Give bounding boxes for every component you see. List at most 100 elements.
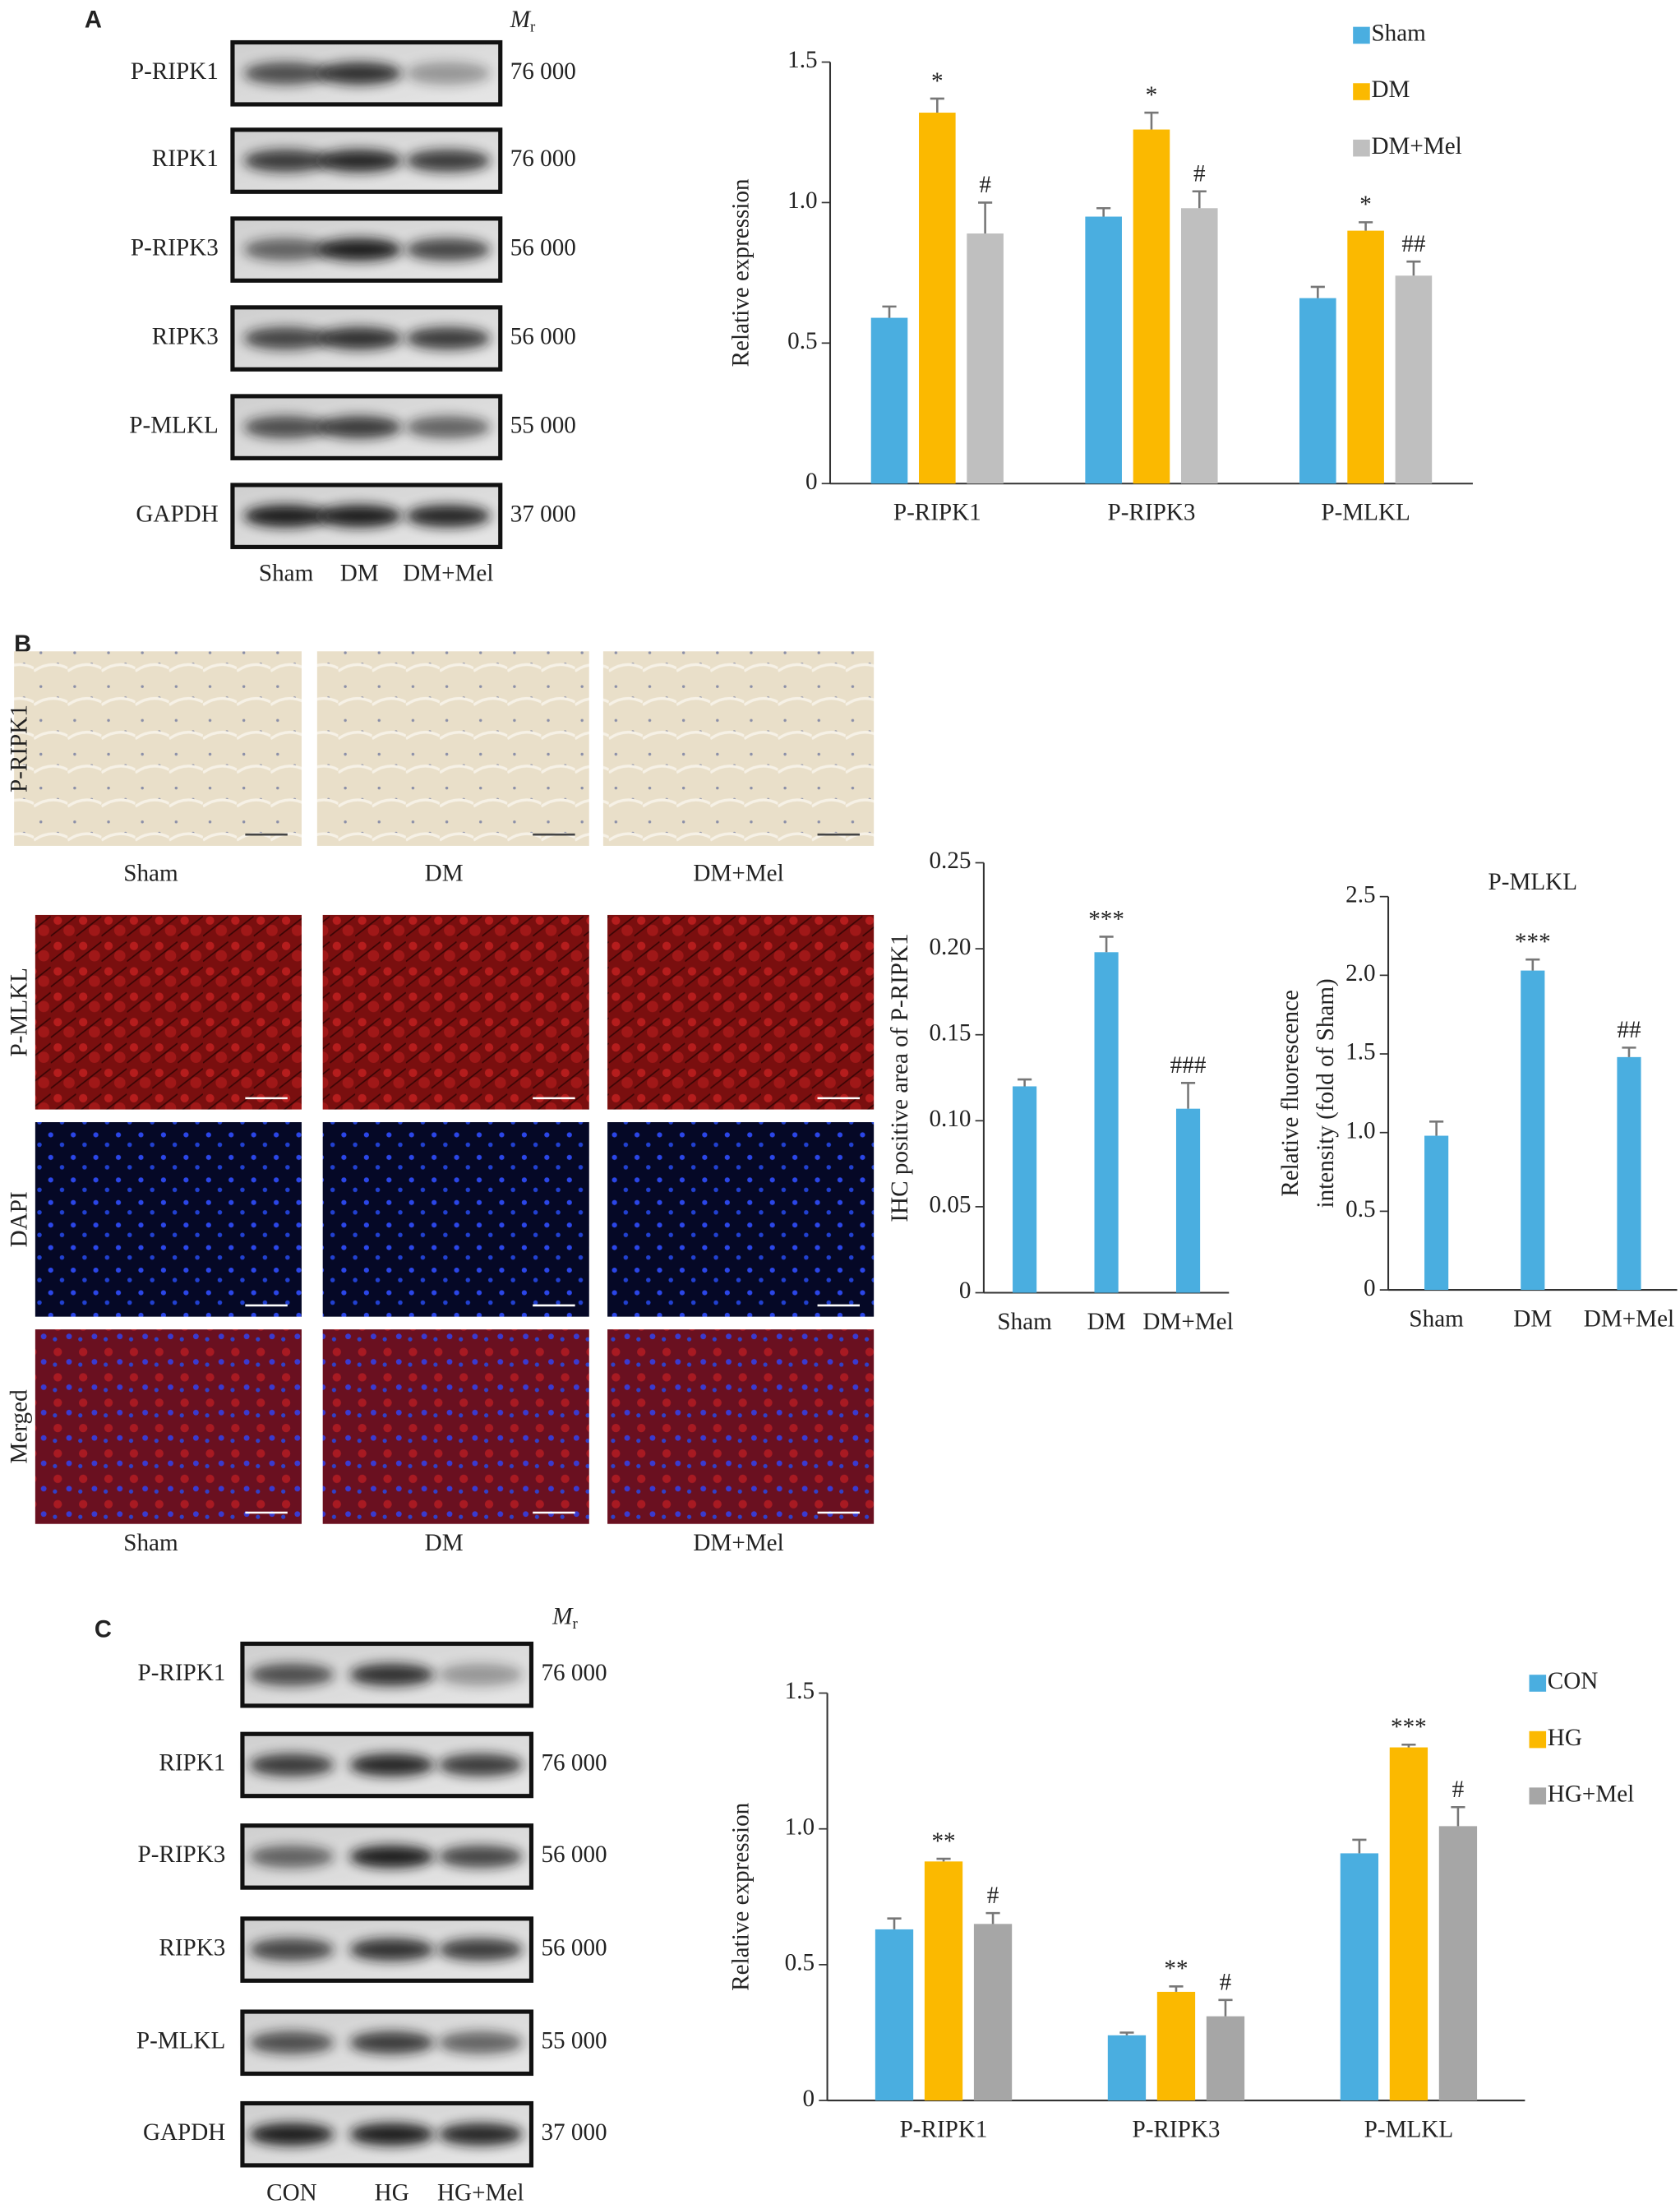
error-bar bbox=[1169, 1985, 1184, 1992]
blot-mr: 76 000 bbox=[541, 1660, 607, 1686]
lane-label: Sham bbox=[259, 560, 314, 586]
bar bbox=[1521, 970, 1545, 1291]
error-bar bbox=[985, 1911, 1000, 1924]
micrograph bbox=[322, 1122, 589, 1317]
error-bar bbox=[882, 305, 897, 318]
micrograph bbox=[602, 651, 875, 846]
y-axis-label: Relative expression bbox=[727, 178, 754, 367]
mr-symbol: M bbox=[552, 1603, 574, 1629]
y-tick-label: 1.5 bbox=[785, 1678, 815, 1704]
blot-band bbox=[243, 238, 329, 261]
error-bar bbox=[1406, 260, 1421, 276]
y-tick-label: 0 bbox=[803, 2086, 815, 2112]
error-bar bbox=[1622, 1047, 1636, 1057]
bar bbox=[973, 1924, 1013, 2101]
lane-label: DM bbox=[340, 560, 379, 586]
blot-band bbox=[438, 1753, 524, 1777]
bar bbox=[924, 1861, 963, 2101]
y-tick-label: 0.10 bbox=[929, 1106, 971, 1132]
legend-swatch bbox=[1529, 1730, 1547, 1749]
error-bar bbox=[1180, 1081, 1196, 1109]
blot-band bbox=[316, 238, 402, 261]
y-tick-label: 0 bbox=[1364, 1275, 1376, 1301]
column-label: DM bbox=[425, 1530, 464, 1556]
blot-label: RIPK1 bbox=[152, 146, 219, 172]
significance: # bbox=[987, 1883, 999, 1909]
y-tick-label: 0.25 bbox=[929, 848, 971, 874]
y-tick-label: 2.5 bbox=[1345, 881, 1375, 908]
blot-label: RIPK3 bbox=[159, 1934, 225, 1961]
blot-label: P-RIPK1 bbox=[137, 1660, 225, 1686]
blot-band bbox=[405, 326, 491, 350]
y-tick-label: 0.05 bbox=[929, 1192, 971, 1218]
blot-label: P-RIPK3 bbox=[131, 234, 219, 261]
bar bbox=[1617, 1056, 1641, 1291]
x-tick-label: DM bbox=[1513, 1305, 1552, 1332]
column-label: DM+Mel bbox=[693, 861, 783, 887]
panel-label: C bbox=[95, 1617, 112, 1643]
significance: # bbox=[1452, 1777, 1465, 1803]
blot-band bbox=[316, 415, 402, 439]
column-label: Sham bbox=[123, 861, 178, 887]
micrograph bbox=[607, 1122, 875, 1317]
legend-label: CON bbox=[1548, 1668, 1599, 1694]
error-bar bbox=[1359, 221, 1373, 231]
y-tick-label: 0.15 bbox=[929, 1019, 971, 1046]
blot-label: RIPK3 bbox=[152, 323, 219, 349]
error-bar bbox=[1525, 958, 1540, 971]
blot-band bbox=[249, 1845, 335, 1869]
blot-band bbox=[405, 415, 491, 439]
x-tick-label: P-RIPK1 bbox=[900, 2116, 988, 2142]
significance: # bbox=[1220, 1970, 1232, 1996]
error-bar bbox=[1401, 1743, 1416, 1748]
legend-label: HG+Mel bbox=[1548, 1781, 1634, 1807]
error-bar bbox=[930, 97, 944, 113]
row-label: P-RIPK1 bbox=[6, 705, 32, 792]
legend-swatch bbox=[1529, 1675, 1547, 1692]
bar bbox=[1107, 2035, 1147, 2101]
significance: # bbox=[1193, 161, 1206, 187]
blot-band bbox=[316, 326, 402, 350]
bar bbox=[1389, 1747, 1428, 2101]
x-tick-label: Sham bbox=[1409, 1305, 1464, 1332]
blot-band bbox=[316, 149, 402, 173]
blot-label: P-RIPK3 bbox=[137, 1841, 225, 1868]
blot-band bbox=[349, 1845, 435, 1869]
legend-label: Sham bbox=[1371, 21, 1426, 47]
x-tick-label: P-MLKL bbox=[1364, 2116, 1453, 2142]
blot-mr: 56 000 bbox=[510, 323, 576, 349]
mr-label: Mr bbox=[552, 1603, 578, 1633]
error-bar bbox=[1119, 2031, 1134, 2035]
x-tick-label: P-RIPK3 bbox=[1133, 2116, 1221, 2142]
mr-label: Mr bbox=[510, 6, 536, 35]
blot-label: P-MLKL bbox=[129, 412, 218, 438]
blot-band bbox=[405, 62, 491, 85]
error-bar bbox=[1099, 936, 1114, 953]
blot-band bbox=[438, 2031, 524, 2054]
blot-mr: 55 000 bbox=[541, 2027, 607, 2054]
lane-label: HG bbox=[375, 2180, 409, 2204]
y-tick-label: 0.20 bbox=[929, 934, 971, 960]
legend-label: HG bbox=[1548, 1725, 1582, 1751]
error-bar bbox=[1144, 111, 1159, 130]
blot-band bbox=[243, 62, 329, 85]
row-label: Merged bbox=[6, 1389, 32, 1464]
y-tick-label: 0.5 bbox=[785, 1950, 815, 1976]
panel-label: B bbox=[14, 631, 31, 658]
blot-mr: 76 000 bbox=[510, 146, 576, 172]
y-tick-label: 1.0 bbox=[787, 187, 817, 214]
y-tick-label: 0 bbox=[805, 469, 818, 495]
bar bbox=[1094, 952, 1119, 1293]
y-tick-label: 1.0 bbox=[785, 1814, 815, 1840]
bar bbox=[1395, 275, 1433, 484]
blot-band bbox=[249, 2123, 335, 2146]
error-bar bbox=[1018, 1078, 1032, 1087]
y-tick-label: 0.5 bbox=[1345, 1196, 1375, 1222]
error-bar bbox=[978, 201, 993, 234]
error-bar bbox=[1310, 285, 1325, 298]
micrograph bbox=[607, 1329, 875, 1524]
significance: *** bbox=[1515, 929, 1551, 955]
bar bbox=[1340, 1853, 1379, 2101]
legend-swatch bbox=[1353, 83, 1370, 100]
significance: * bbox=[1146, 82, 1158, 109]
